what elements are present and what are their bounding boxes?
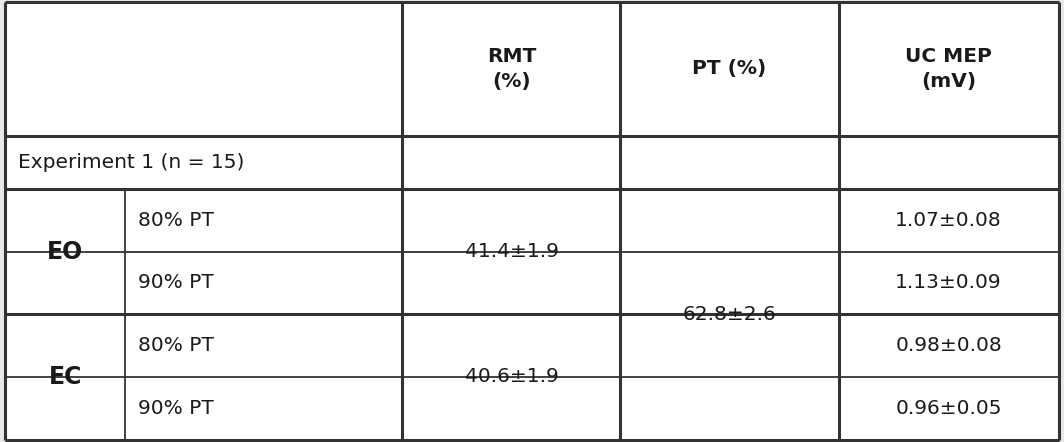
Text: 90% PT: 90% PT [138, 399, 214, 418]
Text: 40.6±1.9: 40.6±1.9 [465, 367, 559, 386]
Text: 1.13±0.09: 1.13±0.09 [895, 274, 1002, 293]
Text: Experiment 1 (n = 15): Experiment 1 (n = 15) [18, 153, 245, 172]
Text: 0.98±0.08: 0.98±0.08 [895, 336, 1002, 355]
Text: 90% PT: 90% PT [138, 274, 214, 293]
Text: 80% PT: 80% PT [138, 336, 214, 355]
Text: RMT
(%): RMT (%) [486, 47, 536, 91]
Text: 0.96±0.05: 0.96±0.05 [895, 399, 1002, 418]
Text: 80% PT: 80% PT [138, 211, 214, 230]
Text: EO: EO [47, 240, 83, 263]
Text: EC: EC [49, 365, 82, 389]
Text: 1.07±0.08: 1.07±0.08 [895, 211, 1002, 230]
Text: 62.8±2.6: 62.8±2.6 [683, 305, 777, 324]
Text: PT (%): PT (%) [693, 59, 767, 78]
Text: UC MEP
(mV): UC MEP (mV) [905, 47, 992, 91]
Text: 41.4±1.9: 41.4±1.9 [465, 242, 559, 261]
